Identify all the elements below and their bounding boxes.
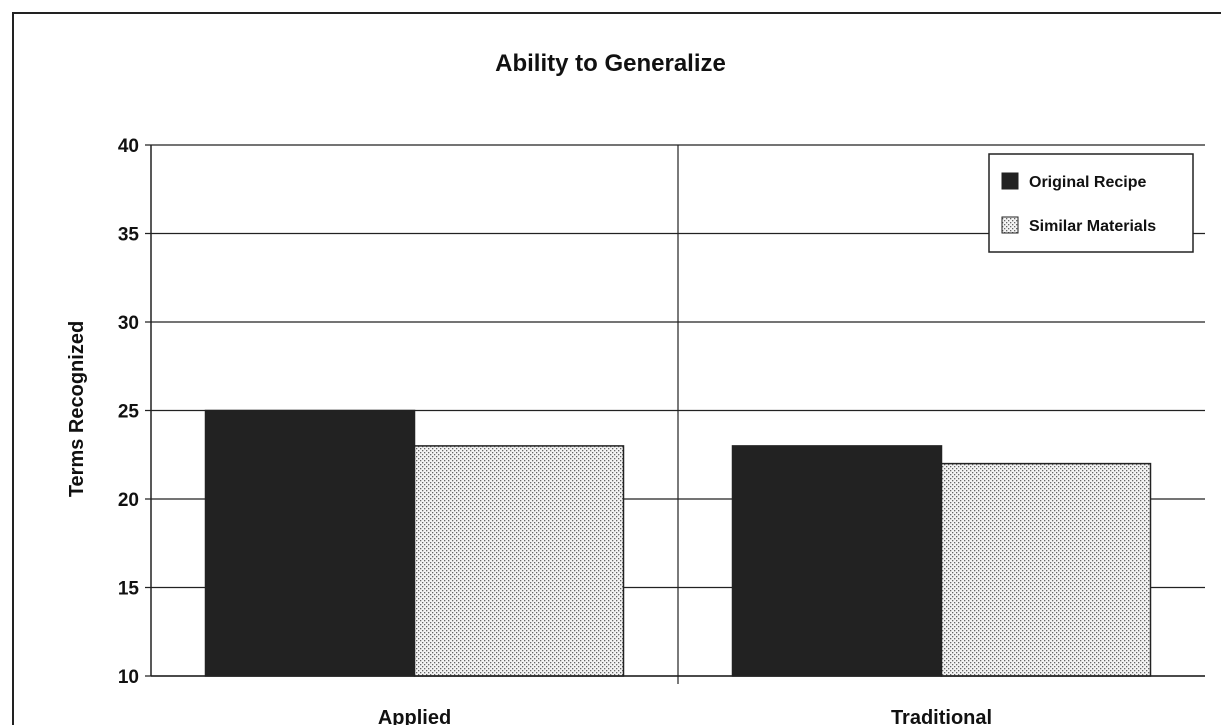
y-tick-label-15: 15	[118, 579, 140, 600]
y-tick-label-10: 10	[118, 667, 139, 688]
y-axis-label: Terms Recognized	[66, 321, 88, 497]
axes: 10 15 20 25 30 35 40 Applied Traditional	[118, 136, 1205, 725]
bar-traditional-original-recipe	[731, 445, 943, 677]
chart-frame	[12, 12, 1221, 725]
y-tick-label-30: 30	[118, 313, 139, 334]
bar-applied-similar-materials	[413, 445, 625, 677]
legend-label-original-recipe: Original Recipe	[1029, 174, 1146, 191]
y-tick-label-40: 40	[118, 136, 139, 157]
y-tick-label-20: 20	[118, 490, 139, 511]
legend-swatch-similar-materials	[1001, 216, 1019, 234]
bar-traditional-similar-materials	[940, 462, 1152, 677]
bars	[204, 409, 1152, 677]
y-tick-label-35: 35	[118, 225, 140, 246]
legend: Original Recipe Similar Materials	[988, 153, 1194, 253]
legend-swatch-original-recipe	[1001, 172, 1019, 190]
legend-box	[988, 153, 1194, 253]
legend-label-similar-materials: Similar Materials	[1029, 218, 1156, 235]
x-tick-label-applied: Applied	[378, 707, 451, 725]
y-tick-label-25: 25	[118, 402, 140, 423]
chart-title: Ability to Generalize	[495, 50, 726, 77]
bar-applied-original-recipe	[204, 409, 416, 677]
x-tick-label-traditional: Traditional	[891, 707, 992, 725]
